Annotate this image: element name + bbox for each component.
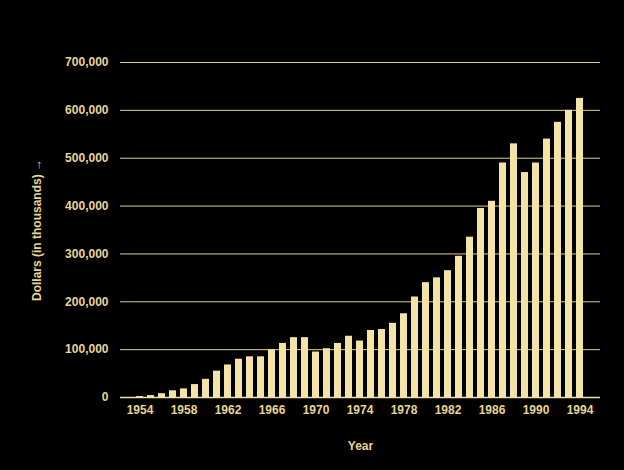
svg-text:1990: 1990 (523, 403, 550, 417)
svg-text:200,000: 200,000 (65, 295, 109, 309)
svg-text:1978: 1978 (391, 403, 418, 417)
svg-text:700,000: 700,000 (65, 55, 109, 69)
svg-text:1982: 1982 (435, 403, 462, 417)
svg-text:Dollars (in thousands) →: Dollars (in thousands) → (30, 159, 44, 301)
svg-text:1954: 1954 (127, 403, 154, 417)
svg-text:1970: 1970 (303, 403, 330, 417)
svg-text:600,000: 600,000 (65, 103, 109, 117)
svg-text:1974: 1974 (347, 403, 374, 417)
svg-text:0: 0 (102, 390, 109, 404)
svg-text:1966: 1966 (259, 403, 286, 417)
svg-text:300,000: 300,000 (65, 247, 109, 261)
svg-text:100,000: 100,000 (65, 342, 109, 356)
svg-text:500,000: 500,000 (65, 151, 109, 165)
svg-text:1958: 1958 (171, 403, 198, 417)
svg-text:1962: 1962 (215, 403, 242, 417)
svg-text:1994: 1994 (567, 403, 594, 417)
svg-text:Year: Year (348, 439, 374, 453)
svg-text:1986: 1986 (479, 403, 506, 417)
svg-text:400,000: 400,000 (65, 199, 109, 213)
